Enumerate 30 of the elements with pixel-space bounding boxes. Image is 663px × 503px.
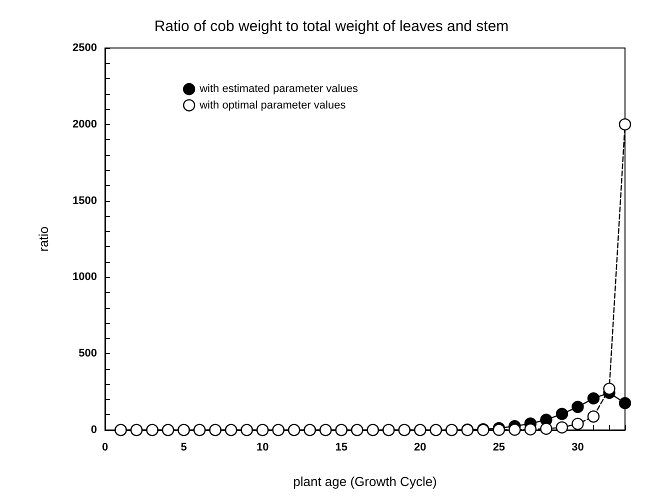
point: [618, 397, 632, 410]
point: [572, 418, 584, 430]
point: [540, 422, 552, 435]
x-tick-label: 20: [414, 442, 426, 454]
point: [556, 408, 568, 420]
x-tick-label: 15: [335, 442, 348, 454]
point: [587, 392, 600, 404]
chart-title: Ratio of cob weight to total weight of leaves and stem: [154, 18, 509, 35]
y-tick-label: 1500: [72, 194, 97, 207]
point: [603, 382, 616, 395]
x-tick-label: 25: [492, 442, 506, 454]
x-tick-label: 5: [180, 442, 187, 454]
x-tick-label: 10: [256, 442, 269, 454]
legend-label: with optimal parameter values: [198, 99, 346, 112]
y-tick-label: 2000: [72, 118, 97, 130]
legend-label: with estimated parameter values: [198, 83, 358, 96]
y-axis-title: ratio: [36, 226, 51, 252]
y-tick-label: 2500: [72, 42, 97, 54]
point: [524, 423, 537, 436]
point: [556, 421, 568, 434]
x-tick-label: 0: [102, 442, 108, 454]
point: [508, 424, 521, 436]
x-tick-label: 30: [572, 442, 584, 454]
y-tick-label: 0: [90, 424, 97, 436]
y-tick-label: 500: [78, 348, 97, 360]
point: [587, 410, 600, 423]
x-axis-title: plant age (Growth Cycle): [293, 474, 437, 489]
point: [572, 400, 584, 414]
y-tick-label: 1000: [72, 271, 97, 284]
point: [618, 118, 632, 130]
